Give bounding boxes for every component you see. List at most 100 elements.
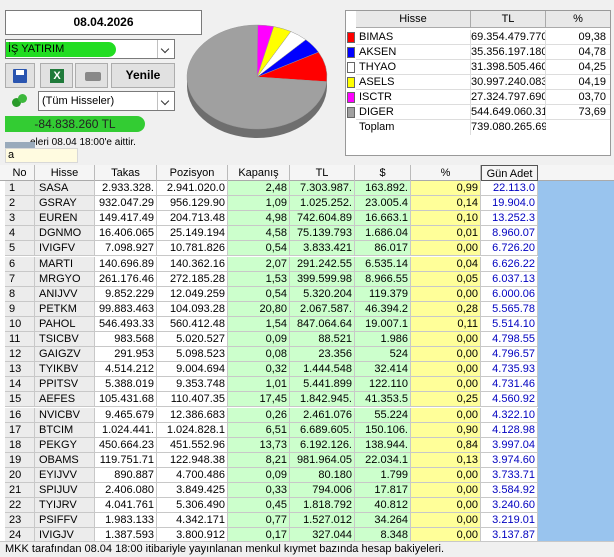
- table-cell: 2.406.080: [95, 483, 157, 499]
- column-header[interactable]: TL: [290, 165, 355, 181]
- date-box: 08.04.2026: [5, 10, 202, 35]
- table-cell: 17: [5, 422, 35, 438]
- column-header[interactable]: No: [5, 165, 35, 181]
- table-cell: IVIGJV: [35, 528, 95, 541]
- table-cell: 0,08: [228, 347, 290, 363]
- table-cell: 11: [5, 332, 35, 348]
- table-cell: 19: [5, 452, 35, 468]
- table-cell: 1.024.828.1: [157, 422, 228, 438]
- table-cell: 5.306.490: [157, 498, 228, 514]
- save-button[interactable]: [5, 63, 35, 88]
- pct-value: 03,70: [546, 90, 610, 105]
- pct-value: 04,78: [546, 45, 610, 60]
- table-cell: TSICBV: [35, 332, 95, 348]
- table-cell: 0,11: [411, 316, 481, 332]
- table-cell: 0,09: [228, 467, 290, 483]
- table-cell: 0,00: [411, 362, 481, 378]
- total-label: Toplam: [356, 120, 471, 135]
- table-cell: 0,84: [411, 437, 481, 453]
- table-cell: 6: [5, 256, 35, 272]
- table-cell: 0,33: [228, 483, 290, 499]
- table-cell: 5: [5, 241, 35, 257]
- table-cell: 0,10: [411, 211, 481, 227]
- pct-value: 04,19: [546, 75, 610, 90]
- table-cell: 88.521: [290, 332, 355, 348]
- table-cell: 12.386.683: [157, 407, 228, 423]
- table-cell: 2.933.328.: [95, 181, 157, 197]
- table-cell: 1,09: [228, 196, 290, 212]
- table-cell: 524: [355, 347, 411, 363]
- table-cell: 7: [5, 271, 35, 287]
- blank-column: [538, 181, 614, 541]
- table-cell: 23: [5, 513, 35, 529]
- filter-dropdown[interactable]: (Tüm Hisseler): [38, 91, 175, 111]
- search-input[interactable]: a: [5, 148, 78, 163]
- print-icon: [85, 72, 101, 81]
- account-dropdown[interactable]: İŞ YATIRIM: [5, 39, 175, 59]
- table-cell: 140.696.89: [95, 256, 157, 272]
- column-header[interactable]: Gün Adet: [481, 165, 538, 181]
- stock-name: ISCTR: [356, 90, 471, 105]
- table-cell: 0,90: [411, 422, 481, 438]
- table-cell: 3.137.87: [481, 528, 538, 541]
- column-header: TL: [471, 11, 546, 28]
- table-cell: 41.353.5: [355, 392, 411, 408]
- table-cell: 1,53: [228, 271, 290, 287]
- excel-icon: X: [50, 69, 64, 83]
- refresh-button[interactable]: Yenile: [111, 63, 175, 88]
- table-cell: 0,04: [411, 256, 481, 272]
- print-button[interactable]: [75, 63, 108, 88]
- table-cell: 2,07: [228, 256, 290, 272]
- table-cell: 22: [5, 498, 35, 514]
- table-cell: 1,54: [228, 316, 290, 332]
- column-header[interactable]: %: [411, 165, 481, 181]
- table-cell: 4.342.171: [157, 513, 228, 529]
- table-cell: 0,09: [228, 332, 290, 348]
- table-cell: 847.064.64: [290, 316, 355, 332]
- obscured-label: [5, 142, 35, 148]
- table-cell: 0,45: [228, 498, 290, 514]
- table-cell: 2.067.587.: [290, 301, 355, 317]
- table-cell: 8,21: [228, 452, 290, 468]
- table-cell: 149.417.49: [95, 211, 157, 227]
- table-cell: 140.362.16: [157, 256, 228, 272]
- table-cell: 1.527.012: [290, 513, 355, 529]
- table-cell: 204.713.48: [157, 211, 228, 227]
- excel-button[interactable]: X: [40, 63, 73, 88]
- table-cell: 399.599.98: [290, 271, 355, 287]
- column-header[interactable]: Pozisyon: [157, 165, 228, 181]
- column-header: %: [546, 11, 610, 28]
- table-cell: 4.560.92: [481, 392, 538, 408]
- table-cell: 6.000.06: [481, 286, 538, 302]
- table-cell: 0,00: [411, 467, 481, 483]
- table-cell: PETKM: [35, 301, 95, 317]
- table-cell: PSIFFV: [35, 513, 95, 529]
- table-cell: 23.005.4: [355, 196, 411, 212]
- table-cell: 2.461.076: [290, 407, 355, 423]
- table-cell: 0,00: [411, 407, 481, 423]
- table-cell: 21: [5, 483, 35, 499]
- table-cell: 4.041.761: [95, 498, 157, 514]
- table-cell: 794.006: [290, 483, 355, 499]
- table-cell: 291.953: [95, 347, 157, 363]
- table-cell: 6.626.22: [481, 256, 538, 272]
- tl-value: 27.324.797.690: [471, 90, 546, 105]
- table-cell: DGNMO: [35, 226, 95, 242]
- table-cell: 13,73: [228, 437, 290, 453]
- table-cell: 10.781.826: [157, 241, 228, 257]
- table-cell: 13.252.3: [481, 211, 538, 227]
- column-header[interactable]: Takas: [95, 165, 157, 181]
- table-cell: 22.113.0: [481, 181, 538, 197]
- column-header[interactable]: Hisse: [35, 165, 95, 181]
- table-cell: 9.353.748: [157, 377, 228, 393]
- table-cell: 1,01: [228, 377, 290, 393]
- dropdown-arrow[interactable]: [157, 40, 174, 58]
- table-cell: 163.892.: [355, 181, 411, 197]
- table-cell: 3.219.01: [481, 513, 538, 529]
- stock-name: DIGER: [356, 105, 471, 120]
- column-header[interactable]: $: [355, 165, 411, 181]
- filter-text: (Tüm Hisseler): [42, 95, 115, 107]
- column-header[interactable]: Kapanış: [228, 165, 290, 181]
- dropdown-arrow[interactable]: [157, 92, 174, 110]
- total-tl: 739.080.265.694: [471, 121, 546, 133]
